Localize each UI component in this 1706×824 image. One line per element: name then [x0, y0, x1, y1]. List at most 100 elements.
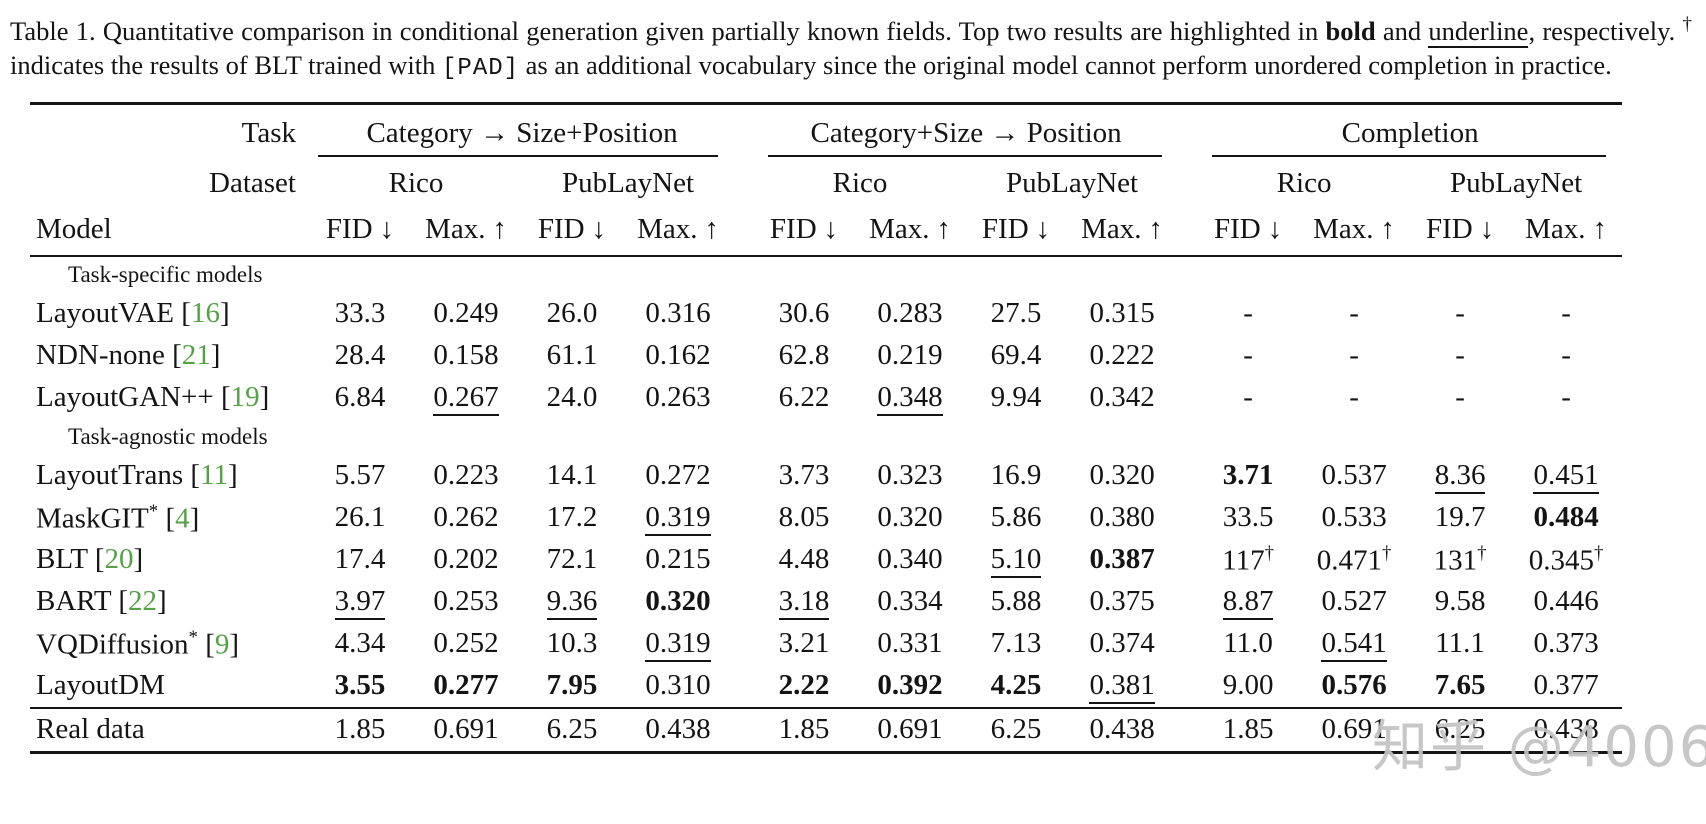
caption-text-3: indicates the results of BLT trained wit… [10, 49, 436, 80]
max-column-header: Max. ↑ [410, 204, 522, 257]
citation-ref: 22 [128, 585, 157, 618]
up-arrow-icon: ↑ [1592, 213, 1608, 246]
value-cell: 0.162 [645, 339, 711, 372]
section-label: Task-agnostic models [68, 423, 268, 449]
table-row: LayoutGAN++ [19] 6.84 0.267 24.0 0.263 6.22 0.… [30, 377, 1622, 419]
value-cell: 72.1 [546, 543, 598, 576]
value-cell: 62.8 [778, 339, 830, 372]
value-cell: - [1455, 381, 1465, 414]
dagger-marker: † [1477, 542, 1487, 564]
fid-column-header: FID ↓ [1410, 204, 1511, 257]
value-cell: 11.1 [1435, 627, 1485, 660]
value-cell: 0.537 [1321, 459, 1387, 492]
value-cell: 0.691 [1298, 706, 1411, 753]
up-arrow-icon: ↑ [1380, 213, 1396, 246]
value-cell: 6.25 [522, 706, 622, 753]
dataset-rico: Rico [388, 167, 444, 200]
value-cell: 9.36 [522, 581, 622, 623]
section-label: Task-specific models [68, 261, 263, 287]
value-cell: 9.00 [1222, 669, 1274, 702]
value-cell: 0.316 [645, 297, 711, 330]
up-arrow-icon: ↑ [936, 213, 952, 246]
value-cell: 0.576 [1321, 669, 1387, 702]
metric-label: FID [537, 213, 585, 246]
value-cell: 0.277 [433, 669, 499, 702]
metric-label: FID [981, 213, 1029, 246]
value-cell: 0.392 [877, 669, 943, 702]
value-cell: 0.541 [1298, 623, 1410, 665]
up-arrow-icon: ↑ [492, 213, 507, 246]
fid-column-header: FID ↓ [734, 204, 855, 257]
fid-column-header: FID ↓ [966, 204, 1067, 257]
model-name-cell: VQDiffusion* [9] [36, 626, 240, 661]
value-cell: 0.222 [1089, 339, 1155, 372]
value-cell: 2.22 [778, 669, 830, 702]
value-cell: - [1561, 339, 1571, 372]
value-cell: 69.4 [990, 339, 1042, 372]
value-cell: 5.88 [990, 585, 1042, 618]
value-cell: 0.319 [622, 623, 734, 665]
caption-pad-token: [PAD] [442, 54, 520, 82]
value-cell: 26.1 [334, 501, 386, 534]
value-cell: 7.13 [990, 627, 1042, 660]
down-arrow-icon: ↓ [1267, 213, 1283, 246]
value-cell: 0.527 [1321, 585, 1387, 618]
value-cell: 9.58 [1434, 585, 1486, 618]
table-row: BART [22] 3.97 0.253 9.36 0.320 3.18 0.334 5.88… [30, 581, 1622, 623]
value-cell: 0.446 [1533, 585, 1599, 618]
model-asterisk: * [148, 500, 159, 522]
task-corner-label: Task [241, 117, 296, 150]
value-cell: 1.85 [734, 706, 855, 753]
metric-label: Max. [1313, 213, 1374, 246]
value-cell: 4.34 [334, 627, 386, 660]
caption-text-4: as an additional vocabulary since the or… [525, 49, 1612, 80]
caption-table-label: Table 1. [10, 15, 96, 46]
value-cell: - [1349, 297, 1359, 330]
value-cell: 117† [1222, 542, 1275, 577]
value-cell: 6.84 [334, 381, 386, 414]
value-cell: 1.85 [1178, 706, 1299, 753]
citation-ref: 11 [200, 459, 229, 492]
value-cell: 0.323 [877, 459, 943, 492]
value-cell: 131† [1433, 542, 1487, 577]
model-name-cell: LayoutVAE [16] [36, 297, 230, 330]
table-row: BLT [20] 17.4 0.202 72.1 0.215 4.48 0.340 5.10 0… [30, 539, 1622, 581]
table-row: NDN-none [21] 28.4 0.158 61.1 0.162 62.8 0.219… [30, 335, 1622, 377]
dagger-marker: † [1382, 542, 1392, 564]
value-cell: 17.2 [546, 501, 598, 534]
metric-label: Max. [425, 213, 486, 246]
task-group-categorysize-to-position: Category+Size → Position [734, 103, 1178, 163]
down-arrow-icon: ↓ [823, 213, 839, 246]
caption-underline-word: underline [1428, 15, 1529, 48]
value-cell: 9.94 [990, 381, 1042, 414]
model-name: BART [36, 585, 112, 618]
value-cell: - [1243, 339, 1253, 372]
value-cell: 5.10 [966, 539, 1066, 581]
model-name: LayoutGAN++ [36, 381, 214, 414]
value-cell: 17.4 [334, 543, 386, 576]
value-cell: - [1455, 297, 1465, 330]
value-cell: 11.0 [1223, 627, 1273, 660]
dataset-rico: Rico [832, 167, 888, 200]
value-cell: 8.05 [778, 501, 830, 534]
table-row: VQDiffusion* [9] 4.34 0.252 10.3 0.319 3.21 0.… [30, 623, 1622, 665]
model-name: NDN-none [36, 339, 165, 372]
value-cell: 1.85 [310, 706, 410, 753]
value-cell: 0.340 [877, 543, 943, 576]
value-cell: 16.9 [990, 459, 1042, 492]
metric-label: FID [1425, 213, 1473, 246]
model-name: LayoutTrans [36, 459, 184, 492]
value-cell: 3.18 [734, 581, 854, 623]
model-name: LayoutDM [36, 669, 165, 702]
value-cell: 6.22 [778, 381, 830, 414]
down-arrow-icon: ↓ [379, 213, 395, 246]
value-cell: 10.3 [546, 627, 598, 660]
value-cell: 0.438 [1066, 706, 1179, 753]
value-cell: 0.315 [1089, 297, 1155, 330]
down-arrow-icon: ↓ [1479, 213, 1495, 246]
model-column-label: Model [30, 204, 310, 257]
dataset-rico: Rico [1276, 167, 1332, 200]
value-cell: 0.320 [877, 501, 943, 534]
fid-column-header: FID ↓ [310, 204, 410, 257]
max-column-header: Max. ↑ [622, 204, 735, 257]
